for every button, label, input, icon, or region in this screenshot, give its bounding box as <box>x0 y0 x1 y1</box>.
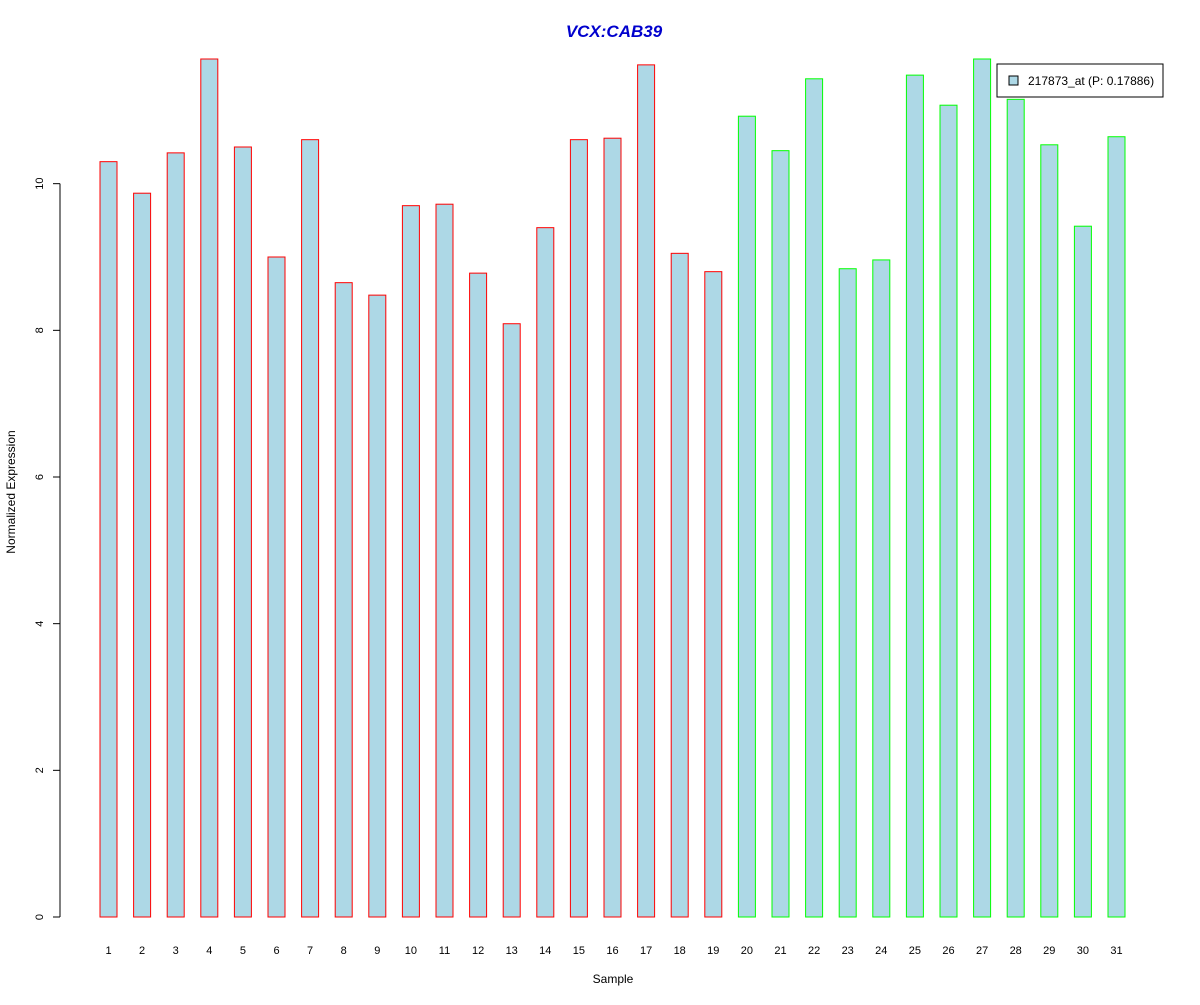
x-tick-label: 3 <box>173 945 179 957</box>
bar-sample-12 <box>469 272 488 918</box>
bar-sample-8 <box>334 282 353 918</box>
bar-sample-13 <box>502 323 521 918</box>
bars-group <box>99 58 1126 918</box>
bar-sample-24 <box>872 259 891 918</box>
bar-sample-16 <box>603 137 622 918</box>
chart-title: VCX:CAB39 <box>566 22 663 41</box>
x-tick-label: 19 <box>707 945 719 957</box>
x-tick-label: 5 <box>240 945 246 957</box>
bar-sample-1 <box>99 161 118 918</box>
bar-sample-11 <box>435 203 454 918</box>
legend-box <box>996 63 1164 98</box>
bar-sample-3 <box>166 152 185 918</box>
bar-sample-23 <box>838 268 857 918</box>
bar-sample-4 <box>200 58 219 918</box>
x-tick-label: 20 <box>741 945 753 957</box>
x-tick-label: 23 <box>842 945 854 957</box>
bar-sample-9 <box>368 294 387 918</box>
y-axis-label: Normalized Expression <box>4 430 18 553</box>
bar-sample-19 <box>704 271 723 918</box>
x-tick-label: 27 <box>976 945 988 957</box>
x-tick-label: 1 <box>105 945 111 957</box>
bar-sample-25 <box>905 74 924 918</box>
bar-sample-20 <box>737 115 756 918</box>
x-tick-label: 18 <box>674 945 686 957</box>
bar-sample-22 <box>805 78 824 918</box>
y-tick-label: 2 <box>34 767 46 773</box>
legend-swatch <box>1008 75 1019 86</box>
x-tick-label: 31 <box>1110 945 1122 957</box>
x-tick-label: 15 <box>573 945 585 957</box>
bar-sample-31 <box>1107 136 1126 918</box>
x-tick-labels: 1 2 3 4 5 6 7 8 9 10 11 12 13 14 15 16 17 18 19 20 21 22 23 24 2… <box>105 945 1122 957</box>
x-tick-label: 10 <box>405 945 417 957</box>
legend-label: 217873_at (P: 0.17886) <box>1028 74 1154 88</box>
bar-sample-26 <box>939 104 958 918</box>
x-tick-label: 30 <box>1077 945 1089 957</box>
x-tick-label: 24 <box>875 945 887 957</box>
x-tick-label: 17 <box>640 945 652 957</box>
x-tick-label: 21 <box>774 945 786 957</box>
x-tick-label: 2 <box>139 945 145 957</box>
x-tick-label: 11 <box>439 945 450 957</box>
x-tick-label: 7 <box>307 945 313 957</box>
bar-sample-6 <box>267 256 286 918</box>
bar-sample-30 <box>1073 225 1092 918</box>
y-tick-label: 8 <box>34 327 46 333</box>
x-tick-label: 14 <box>539 945 551 957</box>
x-tick-label: 6 <box>273 945 279 957</box>
x-tick-label: 28 <box>1010 945 1022 957</box>
x-tick-label: 25 <box>909 945 921 957</box>
x-tick-label: 8 <box>341 945 347 957</box>
y-tick-label: 4 <box>34 621 46 627</box>
bar-sample-5 <box>233 146 252 918</box>
bar-sample-17 <box>637 64 656 918</box>
legend: 217873_at (P: 0.17886) <box>996 63 1164 98</box>
x-tick-label: 16 <box>606 945 618 957</box>
y-axis: 0 2 4 6 8 10 <box>34 178 61 920</box>
bar-sample-18 <box>670 252 689 918</box>
x-tick-label: 29 <box>1043 945 1055 957</box>
x-axis-label: Sample <box>593 972 634 986</box>
bar-sample-29 <box>1040 144 1059 918</box>
x-tick-label: 26 <box>942 945 954 957</box>
x-tick-label: 13 <box>506 945 518 957</box>
y-tick-label: 10 <box>34 178 46 190</box>
bar-sample-10 <box>401 205 420 918</box>
bar-sample-28 <box>1006 98 1025 918</box>
bar-sample-14 <box>536 227 555 918</box>
bar-sample-2 <box>133 192 152 918</box>
x-tick-label: 4 <box>206 945 212 957</box>
bar-sample-27 <box>973 58 992 918</box>
bar-sample-15 <box>569 139 588 918</box>
x-tick-label: 9 <box>374 945 380 957</box>
y-tick-label: 6 <box>34 474 46 480</box>
x-tick-label: 22 <box>808 945 820 957</box>
x-tick-label: 12 <box>472 945 484 957</box>
y-tick-label: 0 <box>34 914 46 920</box>
bar-sample-7 <box>301 139 320 918</box>
bar-sample-21 <box>771 150 790 918</box>
